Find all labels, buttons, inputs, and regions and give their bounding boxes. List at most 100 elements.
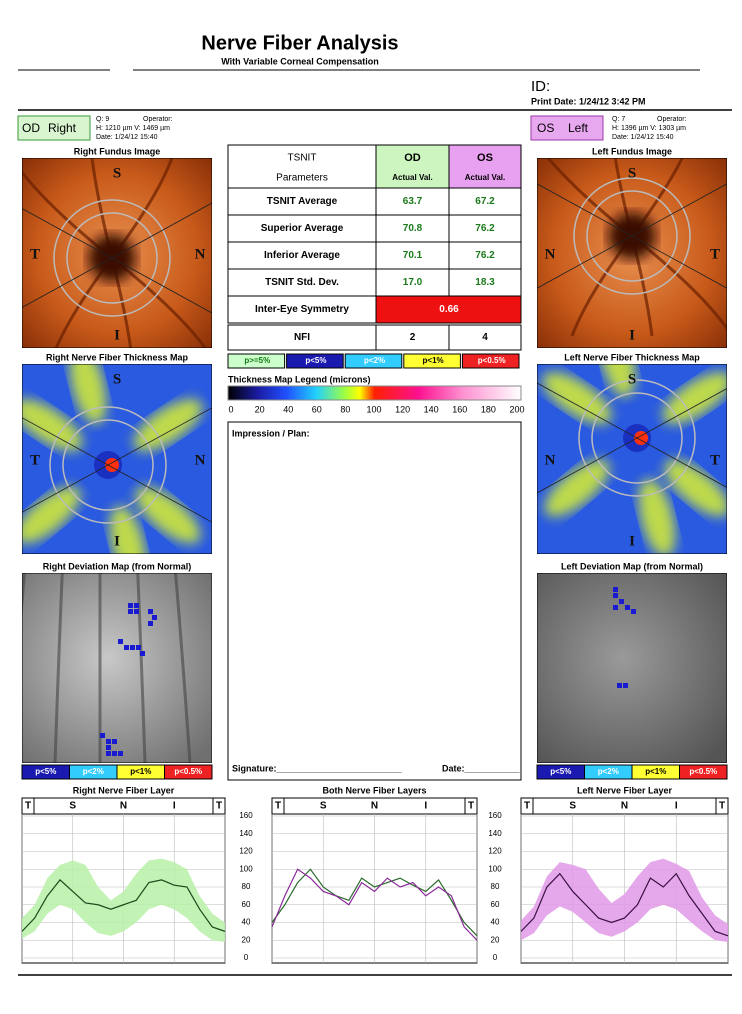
legend-label: p<5% (550, 767, 571, 776)
deviation-pixel (112, 751, 117, 756)
header-text: OS (477, 152, 493, 164)
x-tick-label: N (371, 801, 378, 812)
orient-letter: I (114, 327, 120, 343)
header-text: OD (404, 152, 421, 164)
deviation-pixel (631, 609, 636, 614)
y-tick-label: 100 (488, 864, 502, 873)
deviation-pixel (617, 683, 622, 688)
orient-letter: I (629, 327, 635, 343)
y-tick-label: 140 (239, 829, 253, 838)
sector-line (636, 388, 727, 439)
deviation-pixel (625, 605, 630, 610)
deviation-pixel (124, 645, 129, 650)
nerve-band (638, 478, 676, 554)
sector-line (537, 183, 633, 237)
legend-swatch (679, 764, 728, 780)
ring (66, 212, 158, 304)
x-tick-label: I (424, 801, 427, 812)
deviation-pixel (134, 609, 139, 614)
sector-line (22, 257, 113, 308)
x-tick-label: S (320, 801, 327, 812)
deviation-pixel (106, 751, 111, 756)
header-text: TSNIT (288, 153, 317, 164)
legend-tick: 200 (509, 404, 524, 414)
ring (53, 199, 171, 317)
x-tick-label: S (69, 801, 76, 812)
sector-line (537, 437, 638, 494)
legend-label: p<1% (130, 767, 151, 776)
y-tick-label: 80 (491, 882, 500, 891)
orient-letter: N (195, 246, 206, 262)
tsnit-line (520, 872, 729, 937)
orient-letter: I (114, 533, 120, 549)
deviation-pixel (613, 593, 618, 598)
vessel (136, 573, 147, 763)
legend-tick: 0 (228, 404, 233, 414)
nerve-band (664, 459, 727, 517)
orient-letter: T (710, 452, 720, 468)
os-date: Date: 1/24/12 15:40 (612, 134, 674, 141)
nerve-band (69, 364, 107, 424)
legend-swatch (461, 353, 520, 369)
x-tick-label: I (675, 801, 678, 812)
legend-tick: 80 (340, 404, 350, 414)
orient-letter: S (113, 371, 121, 387)
image (537, 573, 727, 763)
legend-tick: 40 (283, 404, 293, 414)
ring (49, 406, 167, 524)
sector-line (111, 202, 212, 259)
cell-value: 70.8 (403, 223, 423, 234)
ring (591, 392, 683, 484)
legend-swatch (403, 353, 461, 369)
legend-label: p<0.5% (478, 356, 506, 365)
legend-label: p<0.5% (689, 767, 717, 776)
impression-label: Impression / Plan: (232, 428, 310, 438)
deviation-pixel (148, 621, 153, 626)
legend-label: p<5% (305, 356, 326, 365)
cell-value: 76.2 (475, 223, 495, 234)
x-tick-label: T (468, 801, 474, 812)
image (22, 573, 212, 763)
header-text: Parameters (276, 173, 328, 184)
sign-date: Date:___________ (442, 763, 521, 773)
image-title: Left Deviation Map (from Normal) (561, 561, 703, 571)
legend-label: p>=5% (244, 356, 270, 365)
sector-line (631, 235, 727, 289)
orient-letter: N (545, 246, 556, 262)
deviation-pixel (106, 745, 111, 750)
legend-tick: 60 (312, 404, 322, 414)
legend-tick: 20 (255, 404, 265, 414)
cell-value: 17.0 (403, 277, 423, 288)
y-tick-label: 120 (239, 847, 253, 856)
sector-line (22, 208, 113, 259)
table-cell (375, 295, 522, 324)
legend-swatch (227, 353, 286, 369)
os-box (530, 115, 604, 141)
vessel (53, 573, 64, 763)
od-side: Right (48, 121, 77, 135)
table-cell (448, 268, 522, 297)
vessel (174, 573, 192, 763)
row-label: Superior Average (261, 223, 344, 234)
table-cell (227, 324, 377, 351)
legend-label: p<2% (83, 767, 104, 776)
deviation-pixel (106, 739, 111, 744)
deviation (22, 573, 212, 763)
legend-label: p<2% (598, 767, 619, 776)
x-tick-label: T (719, 801, 725, 812)
deviation-pixel (130, 645, 135, 650)
image-title: Right Fundus Image (74, 146, 161, 156)
hot (634, 431, 648, 445)
tsnit-line (21, 879, 226, 932)
orient-letter: N (195, 452, 206, 468)
legend-tick: 120 (395, 404, 410, 414)
tsnit-line (271, 868, 478, 937)
row-label: TSNIT Average (267, 196, 338, 207)
legend-swatch (344, 353, 403, 369)
legend-label: p<2% (364, 356, 385, 365)
x-tick-label: T (25, 801, 31, 812)
sector-line (22, 464, 109, 513)
deviation-pixel (140, 651, 145, 656)
nerve-band (135, 486, 201, 544)
